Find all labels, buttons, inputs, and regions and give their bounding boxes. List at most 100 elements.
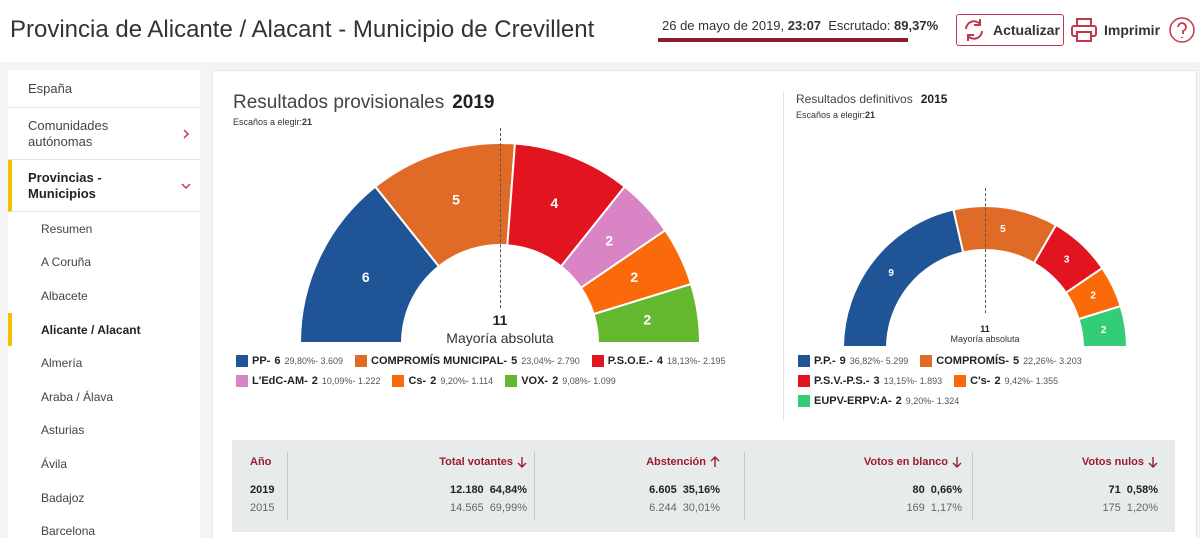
legend-detail: 36,82%- 5.299: [849, 356, 909, 366]
legend-name: EUPV-ERPV:A-: [814, 395, 892, 407]
chart-title-text: Resultados provisionales: [233, 92, 445, 113]
legend-swatch: [505, 375, 518, 387]
year-cell: 2015: [250, 502, 275, 514]
header-label: Total votantes: [439, 456, 513, 468]
legend-seats: 9: [839, 355, 846, 367]
header-label: Abstención: [646, 456, 706, 468]
scrutiny-box: 26 de mayo de 2019, 23:07 Escrutado: 89,…: [656, 14, 941, 42]
page-title: Provincia de Alicante / Alacant - Munici…: [10, 16, 595, 43]
chart-title: Resultados definitivos 2015: [796, 92, 947, 106]
column-separator: [287, 452, 288, 520]
print-icon: [1071, 18, 1097, 42]
column-header[interactable]: Abstención: [646, 456, 720, 468]
majority-value: 11: [980, 324, 990, 334]
seat-label: 2: [605, 232, 613, 248]
legend-item: L'EdC-AM- 2 10,09%- 1.222: [236, 375, 380, 387]
legend-item: PP- 6 29,80%- 3.609: [236, 355, 343, 367]
print-button[interactable]: Imprimir: [1070, 14, 1162, 46]
column-header[interactable]: Total votantes: [439, 456, 527, 468]
nav-subitem[interactable]: Albacete: [8, 279, 200, 313]
count: 175: [1102, 502, 1121, 514]
majority-line: [985, 188, 986, 313]
percent: 30,01%: [682, 502, 720, 514]
seat-label: 2: [1090, 291, 1096, 302]
header-label: Año: [250, 456, 272, 468]
legend-seats: 5: [511, 355, 518, 367]
legend-name: C's-: [970, 375, 991, 387]
nav-subitem[interactable]: Araba / Álava: [8, 380, 200, 414]
scrutiny-text: 26 de mayo de 2019, 23:07 Escrutado: 89,…: [662, 18, 938, 33]
nav-subitem[interactable]: Barcelona: [8, 514, 200, 538]
legend-item: Cs- 2 9,20%- 1.114: [392, 375, 493, 387]
nav-label: Asturias: [41, 423, 85, 438]
legend-name: PP-: [252, 355, 271, 367]
legend-seats: 2: [311, 375, 318, 387]
majority-label: Mayoría absoluta: [950, 334, 1020, 344]
legend-item: VOX- 2 9,08%- 1.099: [505, 375, 616, 387]
percent: 0,58%: [1126, 484, 1158, 496]
value-cell: 169 1,17%: [906, 502, 962, 514]
legend-detail: 22,26%- 3.203: [1023, 356, 1082, 366]
chevron: [181, 182, 191, 189]
column-separator: [972, 452, 973, 520]
nav-subitem[interactable]: Badajoz: [8, 481, 200, 515]
nav-subitem[interactable]: Resumen: [8, 212, 200, 246]
chart-title-text: Resultados definitivos: [796, 92, 913, 106]
column-header: Año: [250, 456, 271, 468]
column-header[interactable]: Votos en blanco: [864, 456, 962, 468]
legend: PP- 6 29,80%- 3.609 COMPROMÍS MUNICIPAL- 5 23…: [236, 355, 776, 387]
count: 169: [906, 502, 925, 514]
date: 26 de mayo de 2019,: [662, 18, 785, 33]
legend-item: COMPROMÍS- 5 22,26%- 3.203: [920, 355, 1082, 367]
refresh-label: Actualizar: [993, 22, 1060, 38]
hemicycle: 6 5 4 2 2 2: [300, 142, 700, 344]
count: 12.180: [450, 484, 484, 496]
nav-label: Araba / Álava: [41, 389, 114, 404]
sort-arrow: [517, 457, 527, 468]
seats-total: 21: [865, 110, 876, 120]
legend-seats: 2: [895, 395, 902, 407]
seats-label: Escaños a elegir:: [796, 110, 866, 120]
nav-item[interactable]: Provincias - Municipios: [8, 160, 200, 212]
nav-item[interactable]: España: [8, 70, 200, 108]
nav-label: Alicante / Alacant: [41, 322, 141, 337]
legend-swatch: [236, 375, 248, 387]
legend-detail: 9,42%- 1.355: [1004, 376, 1059, 386]
nav-subitem[interactable]: A Coruña: [8, 246, 200, 280]
column-header[interactable]: Votos nulos: [1082, 456, 1158, 468]
value-cell: 6.605 35,16%: [649, 484, 720, 496]
nav-label: España: [28, 80, 73, 96]
legend-seats: 3: [873, 375, 880, 387]
print-label: Imprimir: [1104, 22, 1161, 38]
column-separator: [534, 452, 535, 520]
nav-subitem[interactable]: Ávila: [8, 447, 200, 481]
sort-arrow: [710, 456, 720, 467]
seats-label: Escaños a elegir:: [233, 117, 303, 127]
legend-swatch: [392, 375, 405, 387]
nav-subitem[interactable]: Almería: [8, 346, 200, 380]
seat-label: 3: [1064, 255, 1070, 266]
legend-name: COMPROMÍS MUNICIPAL-: [371, 355, 508, 367]
legend-detail: 23,04%- 2.790: [521, 356, 580, 366]
scrutiny-bar: [658, 38, 909, 42]
count: 14.565: [450, 502, 484, 514]
seat-label: 9: [888, 268, 894, 279]
turnout-table: Año Total votantes Abstención Votos en blan…: [232, 440, 1175, 532]
legend-swatch: [355, 355, 368, 367]
seat-label: 6: [362, 269, 370, 285]
refresh-button[interactable]: Actualizar: [956, 14, 1064, 46]
nav-subitem[interactable]: Alicante / Alacant: [8, 312, 200, 347]
seat-label: 5: [1000, 224, 1006, 235]
legend-swatch: [591, 355, 604, 367]
seat-label: 2: [643, 311, 651, 327]
nav-item[interactable]: Comunidades autónomas: [8, 108, 200, 160]
count: 6.605: [649, 484, 677, 496]
nav-label: Albacete: [41, 288, 88, 303]
legend-seats: 2: [552, 375, 559, 387]
nav-subitem[interactable]: Asturias: [8, 414, 200, 448]
help-button[interactable]: [1168, 16, 1196, 44]
legend-swatch: [236, 355, 248, 367]
sort-arrow: [1148, 457, 1158, 468]
divider: [783, 91, 784, 421]
